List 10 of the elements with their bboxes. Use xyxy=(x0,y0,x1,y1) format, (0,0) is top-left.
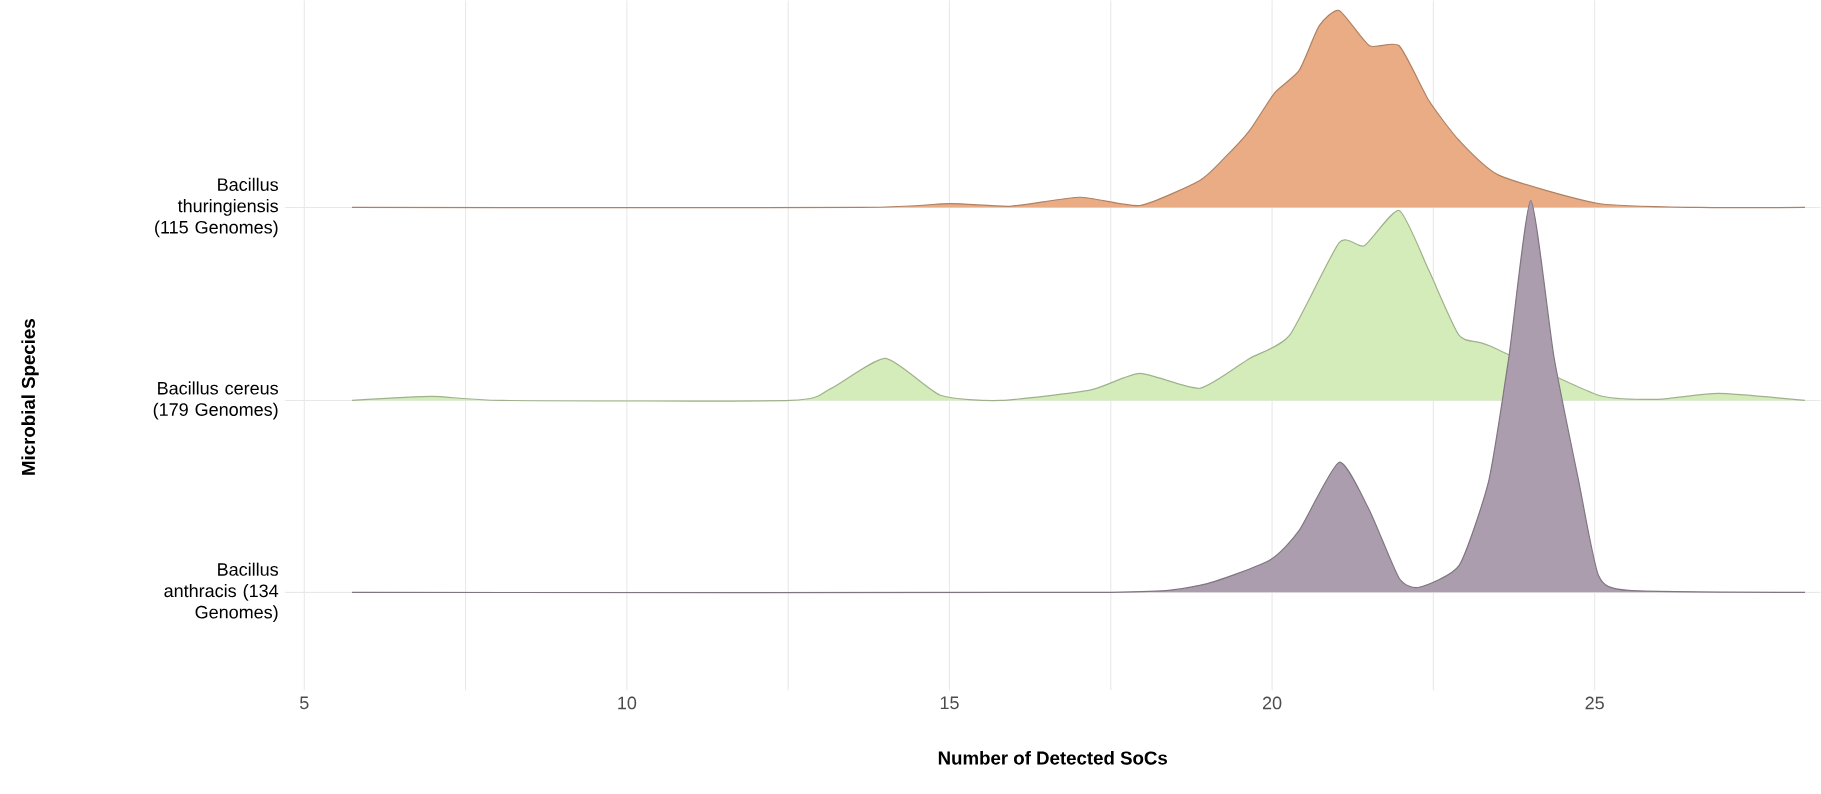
y-axis-title: Bacillus thuringiensis (115 Genomes) xyxy=(155,177,278,238)
text: Microbial Species xyxy=(21,318,39,475)
x-axis-title: Number of Detected SoCs xyxy=(938,750,1168,765)
x-tick-label: 5 xyxy=(299,696,309,709)
y-axis-title: Bacillus anthracis (134 Genomes) xyxy=(164,562,279,622)
x-tick-label: 15 xyxy=(940,696,959,709)
x-tick-label: 25 xyxy=(1585,696,1604,710)
x-tick-label: 10 xyxy=(618,696,637,710)
x-tick-label: 20 xyxy=(1262,696,1282,710)
y-axis-title: Bacillus cereus (179 Genomes) xyxy=(153,381,278,420)
